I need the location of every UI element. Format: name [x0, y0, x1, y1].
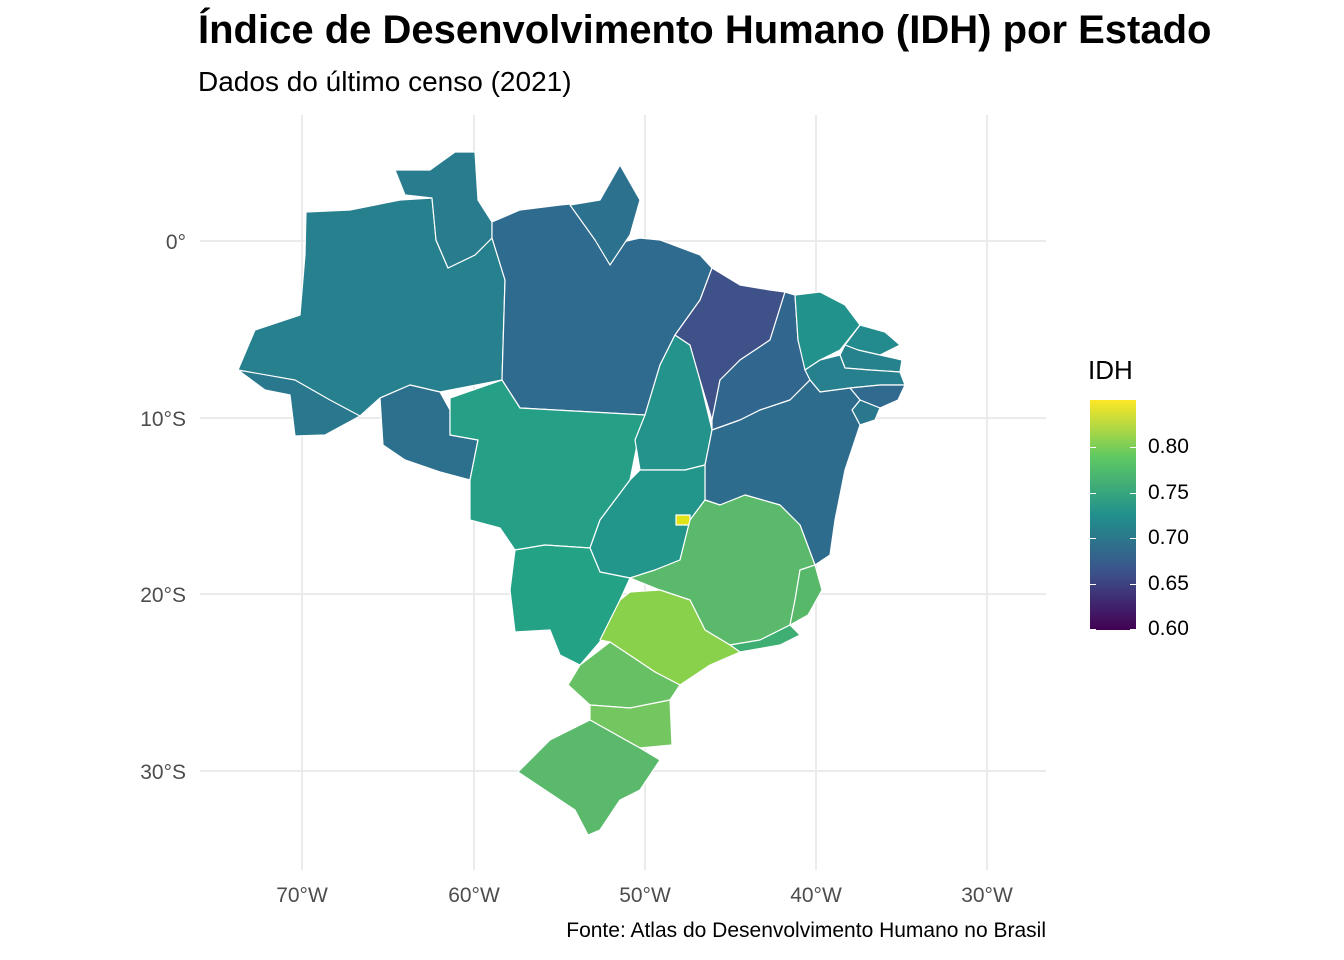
x-tick-label-40w: 40°W	[790, 884, 842, 907]
state-espirito-santo	[789, 564, 823, 626]
legend-tickmark	[1130, 538, 1136, 539]
y-tick-label-20s: 20°S	[140, 584, 186, 607]
chart-subtitle: Dados do último censo (2021)	[198, 66, 572, 97]
source-caption: Fonte: Atlas do Desenvolvimento Humano n…	[566, 919, 1046, 942]
legend-tickmark	[1090, 584, 1096, 585]
legend-tickmark	[1130, 584, 1136, 585]
legend-tickmark	[1090, 629, 1096, 630]
legend-tick-label: 0.75	[1148, 481, 1189, 504]
state-rio-grande-do-sul	[517, 719, 661, 836]
legend-tick-label: 0.70	[1148, 526, 1189, 549]
x-tick-label-50w: 50°W	[619, 884, 671, 907]
legend-colorbar	[1090, 400, 1136, 630]
legend-tick-label: 0.80	[1148, 435, 1189, 458]
x-tick-label-70w: 70°W	[276, 884, 328, 907]
legend-tick-label: 0.65	[1148, 572, 1189, 595]
y-tick-label-0: 0°	[166, 231, 186, 254]
chart-title: Índice de Desenvolvimento Humano (IDH) p…	[198, 8, 1212, 52]
state-distrito-federal	[675, 514, 691, 526]
state-acre	[237, 369, 361, 437]
state-amapa	[569, 164, 641, 266]
x-tick-label-60w: 60°W	[448, 884, 500, 907]
state-ceara	[794, 291, 861, 371]
legend-tick-label: 0.60	[1148, 617, 1189, 640]
legend-tickmark	[1090, 447, 1096, 448]
y-tick-label-10s: 10°S	[140, 408, 186, 431]
legend-tickmark	[1130, 447, 1136, 448]
legend-tickmark	[1130, 629, 1136, 630]
legend-tickmark	[1130, 493, 1136, 494]
legend-tickmark	[1090, 538, 1096, 539]
legend-tickmark	[1090, 493, 1096, 494]
x-tick-label-30w: 30°W	[961, 884, 1013, 907]
y-tick-label-30s: 30°S	[140, 761, 186, 784]
legend-title: IDH	[1088, 355, 1133, 385]
